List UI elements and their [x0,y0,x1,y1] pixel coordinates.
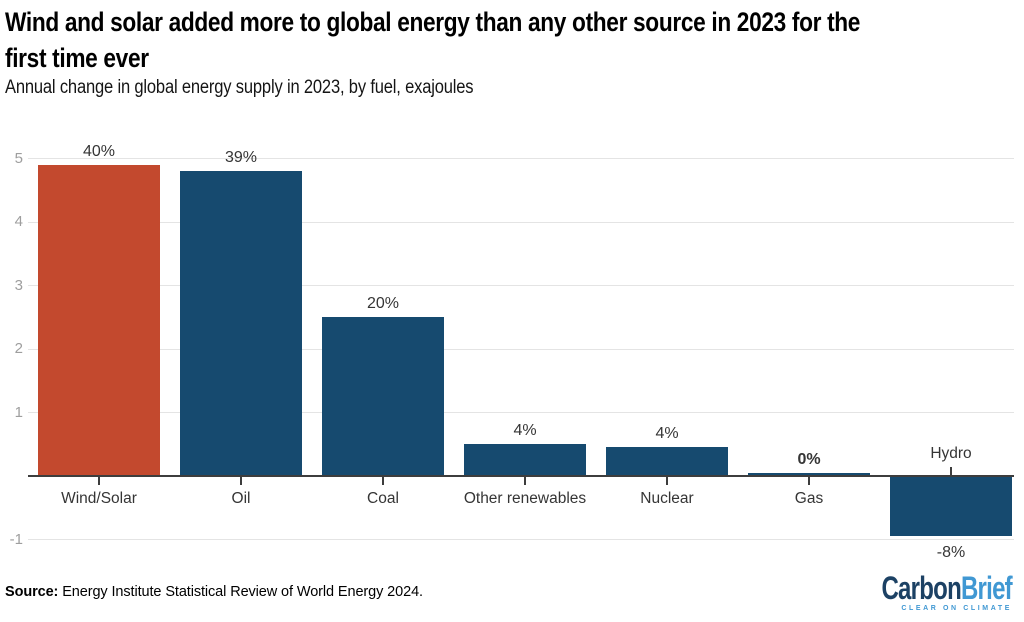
logo-brief-text: Brief [961,570,1013,606]
gridline-4 [28,221,1014,223]
chart-title-line-2: first time ever [5,43,149,73]
carbonbrief-logo-wordmark: CarbonBrief [881,570,1013,606]
bar-category-label-nuclear: Nuclear [640,490,694,507]
chart-title-line-1: Wind and solar added more to global ener… [5,7,861,37]
y-axis-tick-label-4: 4 [14,213,23,230]
y-axis-tick-label-5: 5 [14,149,23,167]
bar-oil[interactable] [180,171,302,476]
bar-value-label-oil: 39% [224,149,258,166]
bar-category-label-other-renewables: Other renewables [463,490,587,507]
chart-title: Wind and solar added more to global ener… [5,4,1021,76]
y-axis-tick-label-2: 2 [14,340,23,357]
axis-tick-oil [240,477,242,485]
bar-value-label-other-renewables: 4% [513,422,537,439]
bar-value-label-gas: 0% [797,451,821,468]
bar-wind-solar[interactable] [38,165,160,476]
carbonbrief-logo[interactable]: CarbonBrief CLEAR ON CLIMATE [838,570,1013,612]
bar-value-label-nuclear: 4% [655,425,679,442]
x-axis-line [28,475,1014,477]
bar-value-label-wind-solar: 40% [82,143,116,160]
bar-value-label-coal: 20% [366,295,400,312]
bar-other-renewables[interactable] [464,444,586,476]
bar-nuclear[interactable] [606,447,728,476]
bar-value-label-hydro: -8% [936,544,966,561]
axis-tick-nuclear [666,477,668,485]
bar-category-label-coal: Coal [367,490,399,507]
chart-subtitle: Annual change in global energy supply in… [5,77,474,98]
bar-chart-plot-area: 5 4 3 2 1 -1 40% Wind/Solar 39% Oil 20% Coal 4% Other… [0,130,1024,570]
logo-carbon-text: Carbon [881,570,962,606]
bar-gas[interactable] [748,473,870,476]
axis-tick-hydro [950,467,952,475]
bar-category-label-oil: Oil [231,490,251,507]
logo-tagline: CLEAR ON CLIMATE [901,605,1012,612]
axis-tick-coal [382,477,384,485]
y-axis-tick-label--1: -1 [9,530,23,548]
gridline--1 [28,539,1014,540]
bar-category-label-hydro: Hydro [930,445,972,462]
axis-tick-wind-solar [98,477,100,485]
gridline-2 [28,348,1014,350]
gridline-3 [28,285,1014,286]
bar-category-label-gas: Gas [794,490,824,507]
source-label: Source: [5,584,59,600]
axis-tick-other-renewables [524,477,526,485]
axis-tick-gas [808,477,810,485]
bar-category-label-wind-solar: Wind/Solar [61,490,137,507]
bar-hydro[interactable] [890,476,1012,536]
source-note: Source: Energy Institute Statistical Rev… [5,584,423,600]
y-axis-tick-label-1: 1 [14,403,23,421]
gridline-5 [28,158,1014,159]
gridline-1 [28,412,1014,413]
source-text: Energy Institute Statistical Review of W… [62,584,423,600]
bar-coal[interactable] [322,317,444,476]
y-axis-tick-label-3: 3 [14,276,23,294]
